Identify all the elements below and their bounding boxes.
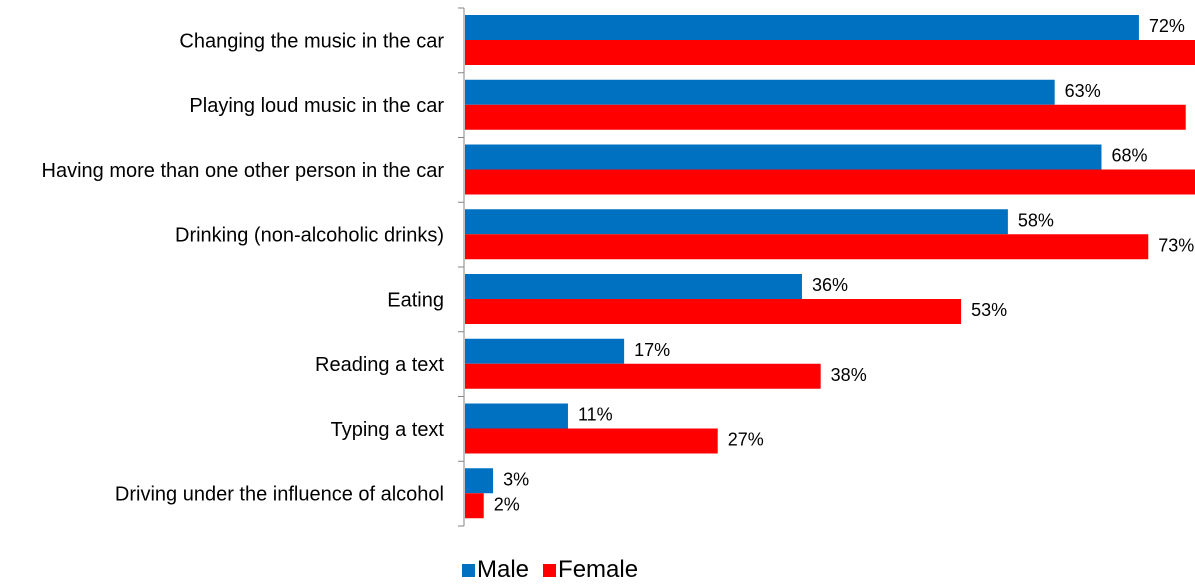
data-label-female-driving-under-the-influence-of-alcohol: 2% bbox=[494, 494, 520, 514]
legend-label-female: Female bbox=[558, 556, 639, 583]
legend-label-male: Male bbox=[477, 556, 530, 583]
legend: Male Female bbox=[462, 556, 652, 584]
data-label-male-having-more-than-one-other-person-in-the-car: 68% bbox=[1111, 146, 1147, 166]
category-label-reading-a-text: Reading a text bbox=[315, 354, 444, 376]
bar-female-eating bbox=[465, 299, 962, 324]
bar-male-typing-a-text bbox=[465, 403, 568, 429]
bar-male-eating bbox=[465, 274, 802, 299]
bar-male-drinking-non-alcoholic-drinks bbox=[465, 209, 1008, 235]
category-label-having-more-than-one-other-person-in-the-car: Having more than one other person in the… bbox=[42, 160, 445, 182]
bar-female-reading-a-text bbox=[465, 363, 821, 389]
bar-female-driving-under-the-influence-of-alcohol bbox=[465, 493, 484, 519]
bar-female-playing-loud-music-in-the-car bbox=[465, 104, 1186, 130]
bar-male-driving-under-the-influence-of-alcohol bbox=[465, 468, 494, 494]
bar-female-drinking-non-alcoholic-drinks bbox=[465, 234, 1149, 260]
data-label-male-drinking-non-alcoholic-drinks: 58% bbox=[1018, 210, 1054, 230]
category-label-drinking-non-alcoholic-drinks: Drinking (non-alcoholic drinks) bbox=[175, 225, 444, 247]
labels-group: Changing the music in the car72%86%Playi… bbox=[42, 16, 1195, 514]
category-label-playing-loud-music-in-the-car: Playing loud music in the car bbox=[189, 95, 444, 117]
category-label-eating: Eating bbox=[387, 289, 444, 311]
bar-female-changing-the-music-in-the-car bbox=[465, 40, 1195, 65]
bars-group bbox=[465, 15, 1195, 519]
legend-item-male: Male bbox=[462, 556, 529, 584]
data-label-female-drinking-non-alcoholic-drinks: 73% bbox=[1158, 235, 1194, 255]
data-label-male-driving-under-the-influence-of-alcohol: 3% bbox=[503, 469, 529, 489]
category-axis bbox=[458, 7, 465, 527]
bar-female-having-more-than-one-other-person-in-the-car bbox=[465, 169, 1195, 195]
legend-swatch-female bbox=[543, 563, 557, 577]
bar-male-changing-the-music-in-the-car bbox=[465, 15, 1139, 40]
category-label-typing-a-text: Typing a text bbox=[331, 419, 445, 441]
bar-male-reading-a-text bbox=[465, 338, 625, 364]
data-label-male-changing-the-music-in-the-car: 72% bbox=[1149, 16, 1185, 36]
data-label-male-playing-loud-music-in-the-car: 63% bbox=[1065, 81, 1101, 101]
category-label-changing-the-music-in-the-car: Changing the music in the car bbox=[179, 30, 444, 52]
data-label-female-typing-a-text: 27% bbox=[728, 430, 764, 450]
data-label-male-typing-a-text: 11% bbox=[578, 405, 613, 425]
legend-swatch-male bbox=[462, 563, 475, 577]
category-label-driving-under-the-influence-of-alcohol: Driving under the influence of alcohol bbox=[115, 484, 444, 506]
legend-item-female: Female bbox=[543, 556, 638, 584]
data-label-male-reading-a-text: 17% bbox=[634, 340, 670, 360]
bar-male-playing-loud-music-in-the-car bbox=[465, 79, 1055, 105]
bar-female-typing-a-text bbox=[465, 428, 718, 454]
bar-male-having-more-than-one-other-person-in-the-car bbox=[465, 144, 1102, 170]
data-label-female-reading-a-text: 38% bbox=[831, 365, 867, 385]
data-label-female-eating: 53% bbox=[971, 300, 1007, 320]
data-label-male-eating: 36% bbox=[812, 275, 848, 295]
